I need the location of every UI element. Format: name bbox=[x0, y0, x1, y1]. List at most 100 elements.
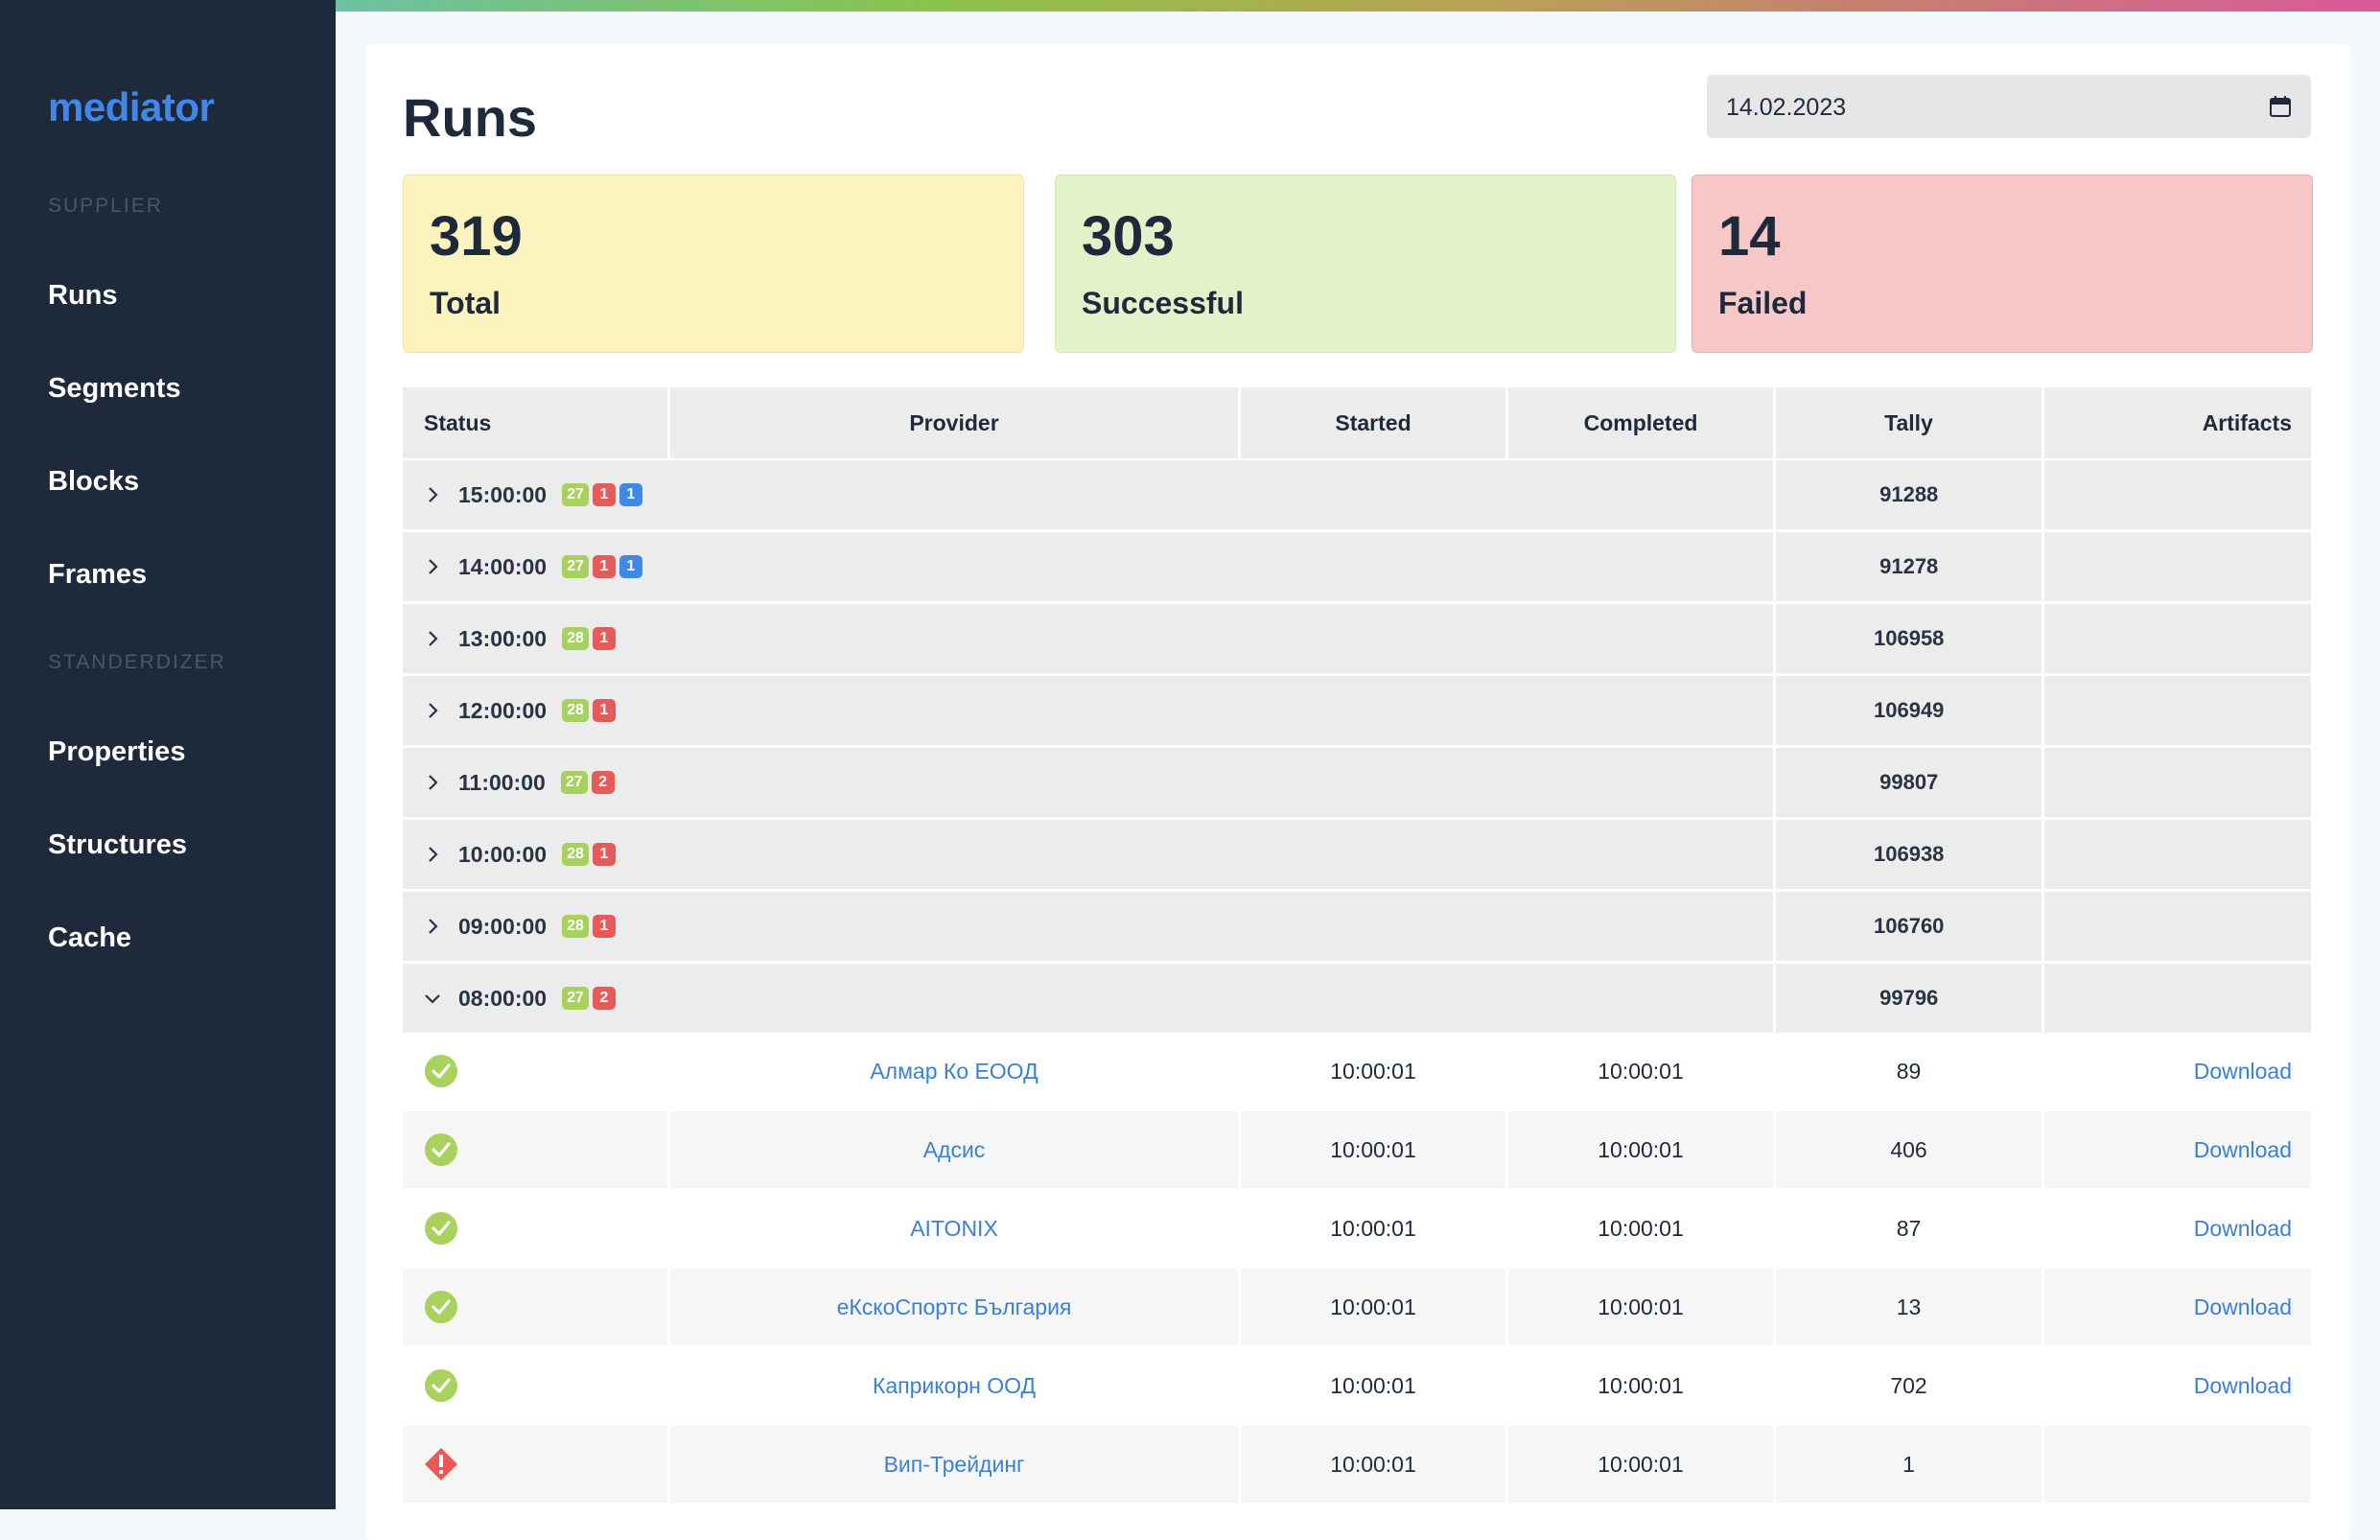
stat-failed-value: 14 bbox=[1718, 205, 1781, 268]
group-row[interactable]: 10:00:00 28 1 106938 bbox=[403, 820, 2311, 889]
group-artifacts bbox=[2044, 676, 2311, 745]
error-warning-icon bbox=[425, 1448, 457, 1481]
date-picker[interactable]: 14.02.2023 bbox=[1707, 75, 2311, 138]
chevron-right-icon[interactable] bbox=[424, 918, 441, 935]
run-started: 10:00:01 bbox=[1241, 1033, 1508, 1109]
group-tally: 99807 bbox=[1776, 748, 2045, 817]
chevron-right-icon[interactable] bbox=[424, 558, 441, 575]
chevron-right-icon[interactable] bbox=[424, 702, 441, 719]
column-header-status[interactable]: Status bbox=[403, 387, 670, 458]
nav-item-cache[interactable]: Cache bbox=[48, 922, 132, 953]
run-tally: 87 bbox=[1776, 1190, 2044, 1267]
date-value[interactable]: 14.02.2023 bbox=[1726, 94, 1847, 121]
success-count-badge: 28 bbox=[562, 627, 589, 650]
failed-count-badge: 1 bbox=[592, 699, 616, 722]
run-completed: 10:00:01 bbox=[1508, 1033, 1776, 1109]
run-completed: 10:00:01 bbox=[1508, 1111, 1776, 1188]
run-tally: 89 bbox=[1776, 1033, 2044, 1109]
provider-link[interactable]: Алмар Ко ЕООД bbox=[870, 1058, 1038, 1084]
success-count-badge: 28 bbox=[562, 699, 589, 722]
group-tally: 106938 bbox=[1776, 820, 2045, 889]
success-count-badge: 28 bbox=[562, 843, 589, 866]
group-row[interactable]: 12:00:00 28 1 106949 bbox=[403, 676, 2311, 745]
column-header-tally[interactable]: Tally bbox=[1776, 387, 2044, 458]
success-count-badge: 27 bbox=[562, 555, 589, 578]
chevron-right-icon[interactable] bbox=[424, 774, 441, 791]
group-time: 15:00:00 bbox=[458, 481, 548, 507]
chevron-right-icon[interactable] bbox=[424, 630, 441, 647]
group-summary[interactable]: 09:00:00 28 1 bbox=[403, 892, 1777, 961]
provider-link[interactable]: Каприкорн ООД bbox=[872, 1372, 1037, 1398]
chevron-right-icon[interactable] bbox=[424, 486, 441, 503]
group-artifacts bbox=[2044, 604, 2311, 673]
run-artifacts: Download bbox=[2044, 1269, 2311, 1345]
run-status bbox=[403, 1111, 670, 1188]
nav-item-segments[interactable]: Segments bbox=[48, 373, 181, 404]
run-status bbox=[403, 1347, 670, 1424]
chevron-down-icon[interactable] bbox=[424, 990, 441, 1007]
run-completed: 10:00:01 bbox=[1508, 1269, 1776, 1345]
failed-count-badge: 1 bbox=[592, 843, 616, 866]
group-tally: 106958 bbox=[1776, 604, 2045, 673]
table-header: Status Provider Started Completed Tally … bbox=[403, 387, 2311, 458]
group-summary[interactable]: 11:00:00 27 2 bbox=[403, 748, 1777, 817]
stat-card-failed: 14 Failed bbox=[1692, 175, 2313, 353]
nav-item-runs[interactable]: Runs bbox=[48, 280, 118, 311]
download-link[interactable]: Download bbox=[2193, 1058, 2292, 1084]
group-row[interactable]: 09:00:00 28 1 106760 bbox=[403, 892, 2311, 961]
column-header-completed[interactable]: Completed bbox=[1508, 387, 1776, 458]
calendar-icon[interactable] bbox=[2269, 95, 2292, 118]
run-artifacts bbox=[2044, 1426, 2311, 1503]
stat-total-value: 319 bbox=[430, 205, 523, 268]
run-completed: 10:00:01 bbox=[1508, 1347, 1776, 1424]
success-count-badge: 27 bbox=[560, 771, 588, 794]
nav-item-properties[interactable]: Properties bbox=[48, 736, 186, 767]
provider-link[interactable]: еКскоСпортс България bbox=[836, 1294, 1072, 1319]
group-row[interactable]: 15:00:00 27 1 1 91288 bbox=[403, 460, 2311, 529]
column-header-provider[interactable]: Provider bbox=[670, 387, 1241, 458]
nav-item-structures[interactable]: Structures bbox=[48, 829, 188, 860]
failed-count-badge: 1 bbox=[592, 483, 616, 506]
run-provider: еКскоСпортс България bbox=[670, 1269, 1241, 1345]
pending-count-badge: 1 bbox=[618, 483, 642, 506]
failed-count-badge: 1 bbox=[592, 915, 616, 938]
group-summary[interactable]: 08:00:00 27 2 bbox=[403, 964, 1777, 1033]
group-summary[interactable]: 14:00:00 27 1 1 bbox=[403, 532, 1777, 601]
group-summary[interactable]: 10:00:00 28 1 bbox=[403, 820, 1777, 889]
nav-item-frames[interactable]: Frames bbox=[48, 559, 148, 590]
gradient-top-bar bbox=[336, 0, 2380, 12]
group-row[interactable]: 08:00:00 27 2 99796 bbox=[403, 964, 2311, 1033]
download-link[interactable]: Download bbox=[2193, 1136, 2292, 1162]
app-logo[interactable]: mediator bbox=[48, 84, 215, 129]
run-started: 10:00:01 bbox=[1241, 1269, 1508, 1345]
group-row[interactable]: 14:00:00 27 1 1 91278 bbox=[403, 532, 2311, 601]
group-time: 10:00:00 bbox=[458, 841, 548, 867]
provider-link[interactable]: Вип-Трейдинг bbox=[883, 1451, 1025, 1477]
run-tally: 702 bbox=[1776, 1347, 2044, 1424]
column-header-artifacts[interactable]: Artifacts bbox=[2202, 409, 2292, 435]
page-title: Runs bbox=[403, 87, 537, 148]
download-link[interactable]: Download bbox=[2193, 1372, 2292, 1398]
group-summary[interactable]: 12:00:00 28 1 bbox=[403, 676, 1777, 745]
group-row[interactable]: 11:00:00 27 2 99807 bbox=[403, 748, 2311, 817]
group-time: 14:00:00 bbox=[458, 553, 548, 579]
run-completed: 10:00:01 bbox=[1508, 1190, 1776, 1267]
run-provider: Каприкорн ООД bbox=[670, 1347, 1241, 1424]
provider-link[interactable]: Адсис bbox=[922, 1136, 986, 1162]
provider-link[interactable]: AITONIX bbox=[910, 1215, 998, 1241]
table-row: еКскоСпортс България 10:00:01 10:00:01 13 Do… bbox=[403, 1269, 2311, 1345]
run-status bbox=[403, 1190, 670, 1267]
group-row[interactable]: 13:00:00 28 1 106958 bbox=[403, 604, 2311, 673]
pending-count-badge: 1 bbox=[618, 555, 642, 578]
group-summary[interactable]: 13:00:00 28 1 bbox=[403, 604, 1777, 673]
group-summary[interactable]: 15:00:00 27 1 1 bbox=[403, 460, 1777, 529]
nav-item-blocks[interactable]: Blocks bbox=[48, 466, 140, 497]
download-link[interactable]: Download bbox=[2193, 1294, 2292, 1319]
failed-count-badge: 1 bbox=[592, 555, 616, 578]
run-started: 10:00:01 bbox=[1241, 1426, 1508, 1503]
success-count-badge: 27 bbox=[562, 483, 589, 506]
column-header-started[interactable]: Started bbox=[1241, 387, 1508, 458]
chevron-right-icon[interactable] bbox=[424, 846, 441, 863]
success-count-badge: 28 bbox=[562, 915, 589, 938]
download-link[interactable]: Download bbox=[2193, 1215, 2292, 1241]
